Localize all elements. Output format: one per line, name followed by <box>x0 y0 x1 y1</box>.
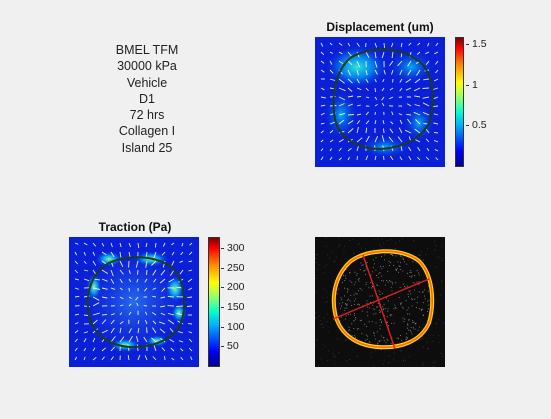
info-line: Vehicle <box>126 75 168 90</box>
info-line: D1 <box>139 91 155 106</box>
traction-colorbar-tick: 150 <box>221 300 245 313</box>
traction-title: Traction (Pa) <box>98 220 172 234</box>
traction-colorbar <box>208 237 220 367</box>
traction-colorbar-tick: 50 <box>221 340 239 353</box>
traction-colorbar-tick: 100 <box>221 320 245 333</box>
info-line: 72 hrs <box>129 108 165 123</box>
displacement-heatmap <box>315 37 445 167</box>
displacement-colorbar <box>455 37 464 167</box>
major-axis-line <box>332 278 430 320</box>
displacement-colorbar-tick: 1 <box>466 78 478 91</box>
displacement-title: Displacement (um) <box>326 20 434 34</box>
info-line: Island 25 <box>121 140 173 155</box>
traction-heatmap <box>69 237 199 367</box>
displacement-colorbar-tick: 0.5 <box>466 119 487 132</box>
cell-island-image <box>315 237 445 367</box>
experiment-info: BMEL TFM 30000 kPa Vehicle D1 72 hrs Col… <box>92 42 202 156</box>
info-line: BMEL TFM <box>115 43 179 57</box>
info-line: 30000 kPa <box>117 59 177 74</box>
displacement-colorbar-tick: 1.5 <box>466 38 487 51</box>
minor-axis-line <box>362 254 396 350</box>
traction-colorbar-tick: 300 <box>221 241 245 254</box>
traction-colorbar-tick: 250 <box>221 261 245 274</box>
info-line: Collagen I <box>118 124 176 139</box>
traction-colorbar-tick: 200 <box>221 281 245 294</box>
